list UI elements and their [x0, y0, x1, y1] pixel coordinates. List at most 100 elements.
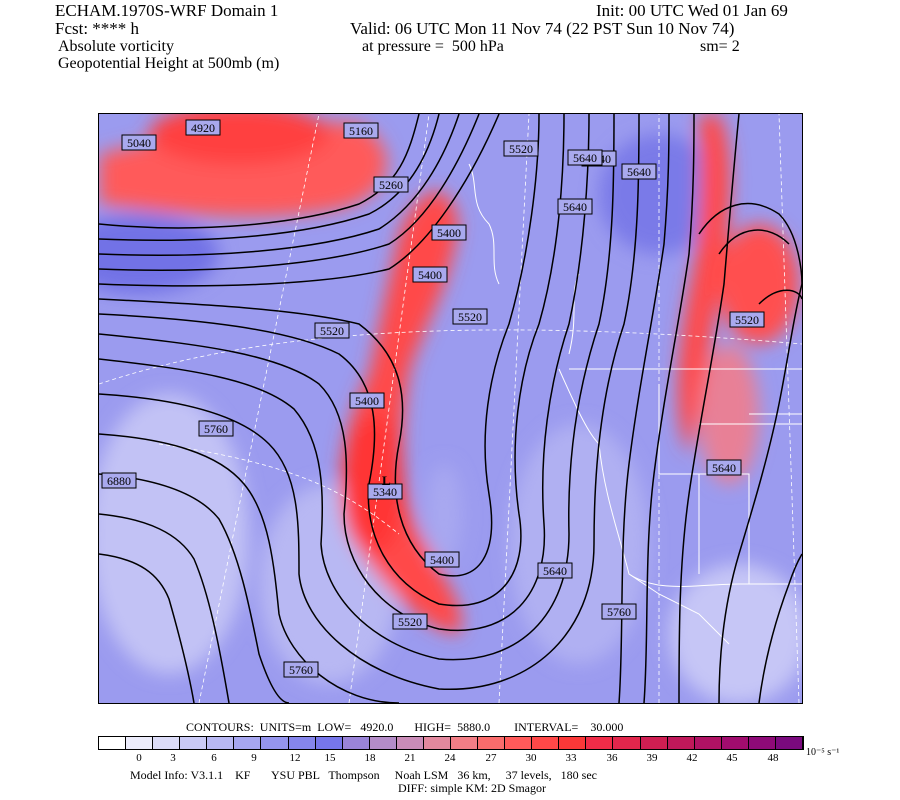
colorbar-cell [667, 737, 695, 749]
colorbar-tick-label: 30 [525, 752, 537, 764]
contour-label-box [367, 483, 403, 500]
valid-time: Valid: 06 UTC Mon 11 Nov 74 (22 PST Sun … [350, 19, 735, 38]
colorbar-cell [261, 737, 289, 749]
colorbar-cell [99, 737, 127, 749]
contour-label: 5520 [398, 615, 422, 629]
colorbar-tick-label: 12 [289, 752, 301, 764]
colorbar-cell [640, 737, 668, 749]
colorbar-cell [315, 737, 343, 749]
model-title: ECHAM.1970S-WRF Domain 1 [55, 1, 279, 20]
colorbar-units: 10⁻⁵ s⁻¹ [806, 747, 840, 758]
init-time: Init: 00 UTC Wed 01 Jan 69 [596, 1, 788, 20]
contour-label-box [537, 562, 573, 579]
contour-info: CONTOURS: UNITS=m LOW= 4920.0 HIGH= 5880… [186, 720, 624, 734]
political-boundaries [468, 163, 802, 645]
field-geopotential: Geopotential Height at 500mb (m) [58, 55, 280, 72]
colorbar-cell [613, 737, 641, 749]
colorbar-tick-label: 18 [364, 752, 376, 764]
model-info: Model Info: V3.1.1 KF YSU PBL Thompson N… [130, 768, 597, 782]
contour-label: 5520 [735, 313, 759, 327]
contour-label: 5340 [373, 485, 397, 499]
contour-label: 5640 [563, 200, 587, 214]
contour-label: 5520 [509, 142, 533, 156]
contour-label: 5760 [204, 422, 228, 436]
contour-label-box [314, 322, 350, 339]
colorbar-cell [478, 737, 506, 749]
contour-label: 5520 [320, 324, 344, 338]
contour-label-box [601, 603, 637, 620]
colorbar-tick-label: 6 [211, 752, 217, 764]
contour-label: 4920 [191, 121, 215, 135]
colorbar-cell [586, 737, 614, 749]
colorbar-tick-label: 9 [251, 752, 257, 764]
colorbar-tick-labels: 0 3 6 9 12 15 18 21 24 27 30 33 36 39 42 45 48 [98, 752, 802, 766]
contour-label: 5400 [355, 394, 379, 408]
field-vorticity: Absolute vorticity [58, 38, 174, 55]
contour-label-box [503, 140, 539, 157]
colorbar-cell [505, 737, 533, 749]
contour-label-box [343, 122, 379, 139]
contour-label: 5400 [437, 226, 461, 240]
contour-label: 6880 [107, 474, 131, 488]
colorbar-cell [451, 737, 479, 749]
contour-label: 5640 [573, 151, 597, 165]
contour-label: 5640 [543, 564, 567, 578]
contour-label: 5260 [379, 178, 403, 192]
contour-label: 5640 [712, 461, 736, 475]
smoothing: sm= 2 [700, 38, 740, 55]
contour-label-box [412, 266, 448, 283]
contour-label: 5400 [418, 268, 442, 282]
contour-label: 5400 [430, 553, 454, 567]
contour-label-box [621, 163, 657, 180]
contour-label-box [452, 308, 488, 325]
geopotential-contours [99, 114, 802, 703]
contour-label-box [121, 134, 157, 151]
colorbar-cell [423, 737, 452, 749]
colorbar-cell [532, 737, 560, 749]
colorbar [98, 736, 804, 750]
contour-label-box [349, 392, 385, 409]
colorbar-tick-label: 27 [485, 752, 497, 764]
colorbar-cell [342, 737, 370, 749]
colorbar-tick-label: 36 [606, 752, 618, 764]
colorbar-cell [288, 737, 316, 749]
colorbar-tick-label: 0 [136, 752, 142, 764]
contour-label: 5160 [349, 124, 373, 138]
low-center-marker: L [382, 473, 391, 488]
colorbar-tick-label: 33 [565, 752, 577, 764]
colorbar-tick-label: 3 [170, 752, 176, 764]
contour-label: 5040 [127, 136, 151, 150]
contour-label-box [283, 661, 319, 678]
contour-label-box [198, 420, 234, 437]
contour-label-box [729, 311, 765, 328]
map-panel: 4920 5040 5160 5260 5400 5400 5520 5520 5520 5640… [98, 113, 803, 704]
diff-info: DIFF: simple KM: 2D Smagor [398, 781, 547, 795]
colorbar-cell [153, 737, 181, 749]
colorbar-cell [126, 737, 154, 749]
colorbar-tick-label: 45 [726, 752, 738, 764]
colorbar-cell [721, 737, 749, 749]
colorbar-tick-label: 24 [444, 752, 456, 764]
colorbar-cell [748, 737, 776, 749]
contour-label: 5760 [607, 605, 631, 619]
contour-label-box [185, 119, 221, 136]
contour-label-box [101, 472, 137, 489]
pressure-level: at pressure = 500 hPa [362, 38, 504, 55]
contour-label-box [424, 551, 460, 568]
graticule [99, 114, 802, 703]
forecast-hour: Fcst: **** h [55, 19, 140, 38]
contour-label-box [567, 149, 603, 166]
colorbar-tick-label: 21 [404, 752, 416, 764]
contour-label-box [557, 198, 593, 215]
contour-label: 5640 [627, 165, 651, 179]
colorbar-cell [180, 737, 208, 749]
colorbar-cell [207, 737, 235, 749]
contour-label-box [706, 459, 742, 476]
colorbar-cell [775, 737, 804, 749]
colorbar-tick-label: 42 [686, 752, 698, 764]
colorbar-cell [234, 737, 262, 749]
contour-labels: 4920 5040 5160 5260 5400 5400 5520 5520 5520 5640… [101, 119, 765, 678]
colorbar-cell [369, 737, 397, 749]
map-canvas: 4920 5040 5160 5260 5400 5400 5520 5520 5520 5640… [99, 114, 802, 703]
colorbar-cell [396, 737, 424, 749]
